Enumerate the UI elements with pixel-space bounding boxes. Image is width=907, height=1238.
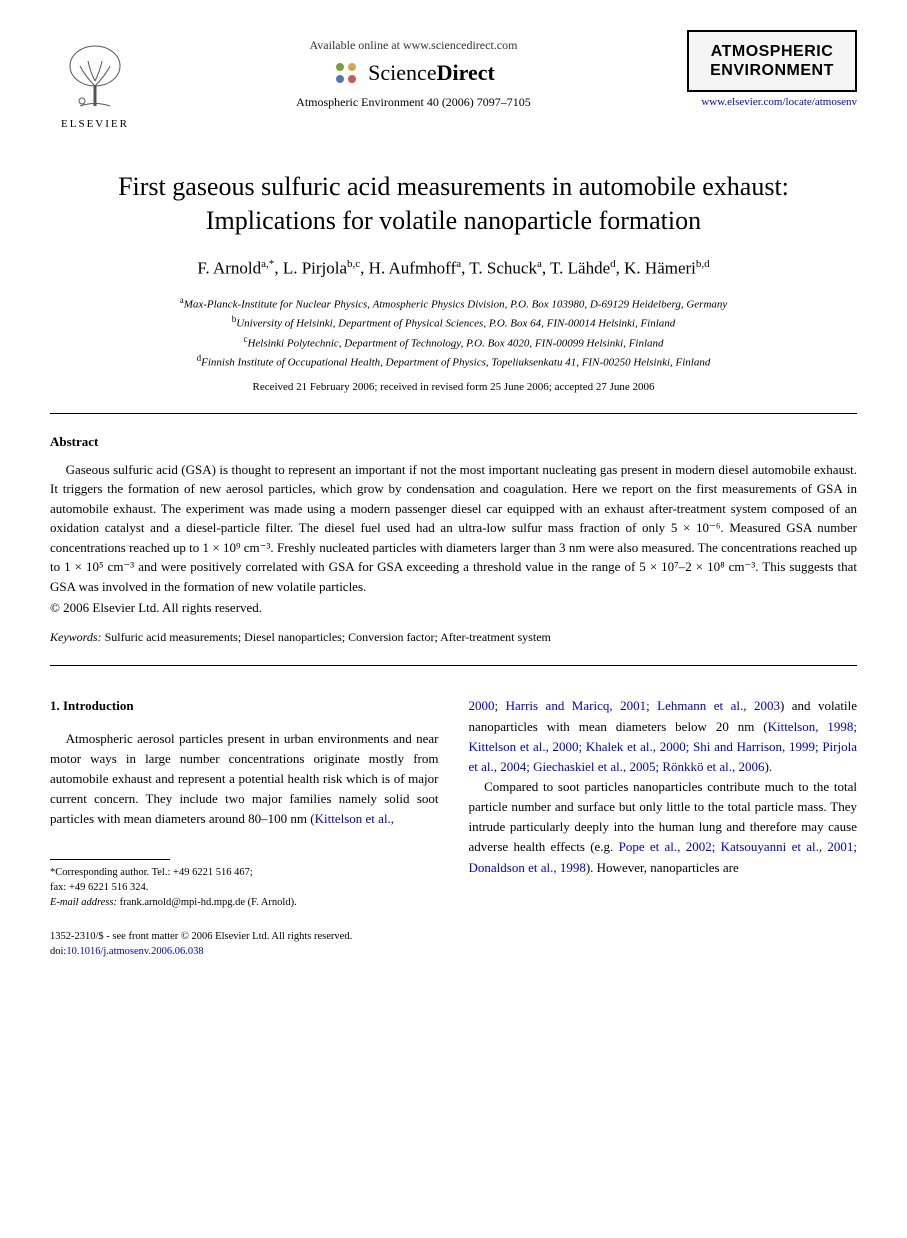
left-column: 1. Introduction Atmospheric aerosol part… bbox=[50, 696, 439, 910]
citation-line: Atmospheric Environment 40 (2006) 7097–7… bbox=[140, 95, 687, 110]
journal-box-line2: ENVIRONMENT bbox=[695, 61, 849, 80]
article-title: First gaseous sulfuric acid measurements… bbox=[50, 170, 857, 238]
keywords-text: Sulfuric acid measurements; Diesel nanop… bbox=[102, 630, 551, 644]
intro-para-1-cont: 2000; Harris and Maricq, 2001; Lehmann e… bbox=[469, 696, 858, 777]
corresponding-fax: fax: +49 6221 516 324. bbox=[50, 881, 439, 896]
two-column-body: 1. Introduction Atmospheric aerosol part… bbox=[50, 696, 857, 910]
affiliations-block: aMax-Planck-Institute for Nuclear Physic… bbox=[50, 294, 857, 371]
doi-line: doi:10.1016/j.atmosenv.2006.06.038 bbox=[50, 945, 857, 960]
abstract-text: Gaseous sulfuric acid (GSA) is thought t… bbox=[50, 460, 857, 597]
section-1-heading: 1. Introduction bbox=[50, 696, 439, 716]
divider-top bbox=[50, 413, 857, 414]
ref-kittelson-2000[interactable]: Kittelson et al., bbox=[315, 811, 394, 826]
doi-link[interactable]: 10.1016/j.atmosenv.2006.06.038 bbox=[66, 946, 203, 957]
journal-box-line1: ATMOSPHERIC bbox=[695, 42, 849, 61]
footnote-divider bbox=[50, 859, 170, 860]
ref-group-1[interactable]: 2000; Harris and Maricq, 2001; Lehmann e… bbox=[469, 698, 780, 713]
elsevier-logo: ELSEVIER bbox=[50, 30, 140, 130]
intro-para-1: Atmospheric aerosol particles present in… bbox=[50, 729, 439, 830]
journal-box-wrapper: ATMOSPHERIC ENVIRONMENT www.elsevier.com… bbox=[687, 30, 857, 108]
sciencedirect-text: ScienceDirect bbox=[368, 60, 495, 86]
elsevier-logo-text: ELSEVIER bbox=[61, 118, 129, 130]
right-column: 2000; Harris and Maricq, 2001; Lehmann e… bbox=[469, 696, 858, 910]
divider-bottom bbox=[50, 665, 857, 666]
keywords-label: Keywords: bbox=[50, 630, 102, 644]
bottom-info: 1352-2310/$ - see front matter © 2006 El… bbox=[50, 930, 857, 959]
issn-copyright-line: 1352-2310/$ - see front matter © 2006 El… bbox=[50, 930, 857, 945]
keywords-line: Keywords: Sulfuric acid measurements; Di… bbox=[50, 630, 857, 645]
center-header: Available online at www.sciencedirect.co… bbox=[140, 30, 687, 110]
authors-line: F. Arnolda,*, L. Pirjolab,c, H. Aufmhoff… bbox=[50, 258, 857, 279]
email-label: E-mail address: bbox=[50, 897, 117, 908]
sciencedirect-icon bbox=[332, 59, 360, 87]
header-row: ELSEVIER Available online at www.science… bbox=[50, 30, 857, 130]
elsevier-tree-icon bbox=[60, 41, 130, 116]
intro-para-2: Compared to soot particles nanoparticles… bbox=[469, 777, 858, 878]
footnote-block: *Corresponding author. Tel.: +49 6221 51… bbox=[50, 866, 439, 910]
abstract-heading: Abstract bbox=[50, 434, 857, 450]
journal-url[interactable]: www.elsevier.com/locate/atmosenv bbox=[687, 96, 857, 108]
available-online-text: Available online at www.sciencedirect.co… bbox=[140, 38, 687, 53]
email-address[interactable]: frank.arnold@mpi-hd.mpg.de (F. Arnold). bbox=[117, 897, 297, 908]
dates-line: Received 21 February 2006; received in r… bbox=[50, 381, 857, 393]
corresponding-email-line: E-mail address: frank.arnold@mpi-hd.mpg.… bbox=[50, 896, 439, 911]
journal-title-box: ATMOSPHERIC ENVIRONMENT bbox=[687, 30, 857, 92]
sciencedirect-logo: ScienceDirect bbox=[140, 59, 687, 87]
corresponding-author: *Corresponding author. Tel.: +49 6221 51… bbox=[50, 866, 439, 881]
abstract-copyright: © 2006 Elsevier Ltd. All rights reserved… bbox=[50, 600, 857, 616]
